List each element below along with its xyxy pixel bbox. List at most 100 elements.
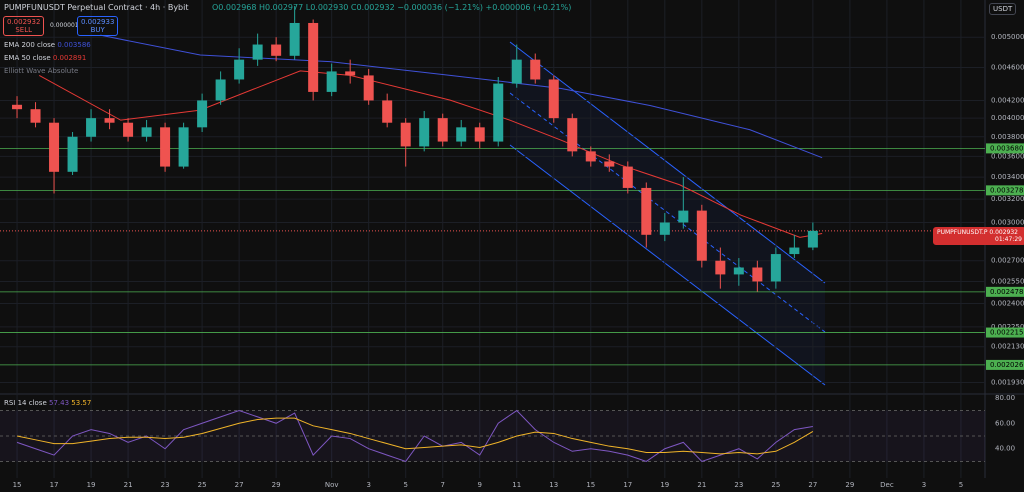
buy-button[interactable]: 0.002933 BUY	[77, 16, 119, 36]
level-label: 0.002215	[990, 329, 1023, 337]
candle-body	[770, 254, 781, 282]
y-tick-label: 0.003400	[991, 173, 1024, 181]
buy-price: 0.002933	[81, 18, 115, 26]
ema200-value: 0.003586	[57, 41, 91, 49]
candle-body	[252, 44, 263, 60]
x-tick-label: 7	[440, 481, 444, 489]
candle-body	[752, 267, 763, 282]
candle-body	[178, 127, 189, 167]
x-tick-label: 29	[845, 481, 854, 489]
candle-body	[678, 210, 689, 223]
y-tick-label: 0.004200	[991, 96, 1024, 104]
level-tag	[986, 185, 1024, 196]
sell-label: SELL	[15, 26, 33, 34]
symbol-title: PUMPFUNUSDT Perpetual Contract · 4h · By…	[4, 3, 189, 12]
candle-body	[400, 122, 411, 147]
rsi-line	[16, 409, 813, 463]
x-tick-label: 21	[124, 481, 133, 489]
x-tick-label: 19	[87, 481, 96, 489]
y-tick-label: 0.002250	[991, 323, 1024, 331]
candle-body	[456, 127, 467, 142]
x-tick-label: Dec	[880, 481, 894, 489]
candle-body	[86, 118, 97, 137]
candle-body	[123, 122, 134, 137]
candle-body	[789, 247, 800, 255]
x-tick-label: 25	[771, 481, 780, 489]
level-label: 0.002478	[990, 288, 1023, 296]
elliott-legend: Elliott Wave Absolute	[4, 67, 79, 75]
rsi-legend: RSI 14 close 57.43 53.57	[4, 399, 91, 407]
y-tick-label: 0.005000	[991, 33, 1024, 41]
x-tick-label: 15	[13, 481, 22, 489]
x-tick-label: 27	[808, 481, 817, 489]
ema200-label: EMA 200 close	[4, 41, 56, 49]
rsi-ma-value: 53.57	[71, 399, 92, 407]
ema200-legend: EMA 200 close 0.003586	[4, 41, 91, 49]
x-tick-label: Nov	[325, 481, 339, 489]
ohlc: O0.002968 H0.002977 L0.002930 C0.002932 …	[212, 3, 572, 12]
candle-body	[326, 71, 337, 92]
y-tick-label: 0.002130	[991, 343, 1024, 351]
y-tick-label: 60.00	[995, 419, 1015, 427]
y-tick-label: 40.00	[995, 445, 1015, 453]
candle-body	[419, 118, 430, 147]
candle-body	[345, 71, 356, 76]
candle-body	[715, 260, 726, 275]
candle-body	[160, 127, 171, 167]
candle-body	[363, 75, 374, 101]
level-label: 0.002026	[990, 361, 1024, 369]
y-tick-label: 0.004600	[991, 63, 1024, 71]
candle-body	[548, 79, 559, 119]
candle-body	[12, 104, 23, 110]
candle-body	[30, 109, 41, 123]
rsi-label: RSI 14 close	[4, 399, 47, 407]
ema50-value: 0.002891	[52, 54, 87, 62]
candle-body	[604, 161, 615, 167]
candle-body	[104, 118, 115, 123]
x-tick-label: 3	[922, 481, 926, 489]
price-tag: PUMPFUNUSDT.P 0.002932 01:47:29	[933, 227, 1024, 245]
x-tick-label: 5	[959, 481, 963, 489]
y-tick-label: 0.003200	[991, 195, 1024, 203]
x-tick-label: 19	[660, 481, 669, 489]
x-tick-label: 9	[477, 481, 481, 489]
y-tick-label: 0.003800	[991, 133, 1024, 141]
currency-select[interactable]: USDT	[989, 3, 1017, 15]
ema50-label: EMA 50 close	[4, 54, 51, 62]
candle-body	[641, 187, 652, 235]
candle-body	[659, 222, 670, 235]
level-label: 0.003278	[990, 186, 1023, 194]
level-tag	[986, 359, 1024, 370]
candle-body	[567, 118, 578, 152]
y-tick-label: 0.002550	[991, 277, 1024, 285]
level-label: 0.003680	[990, 144, 1023, 152]
x-tick-label: 17	[50, 481, 59, 489]
rsi-value: 57.43	[49, 399, 70, 407]
candle-body	[67, 136, 78, 172]
y-tick-label: 0.002400	[991, 299, 1024, 307]
x-tick-label: 23	[161, 481, 170, 489]
channel-fill	[510, 42, 825, 385]
candle-body	[474, 127, 485, 142]
x-tick-label: 23	[734, 481, 743, 489]
x-tick-label: 13	[549, 481, 558, 489]
sell-button[interactable]: 0.002932 SELL	[3, 16, 45, 36]
level-tag	[986, 286, 1024, 297]
candle-body	[585, 151, 596, 162]
price-tag-price: 0.002932	[989, 229, 1018, 236]
x-tick-label: 27	[235, 481, 244, 489]
rsi-line	[16, 417, 814, 455]
candle-body	[530, 59, 541, 80]
x-tick-label: 15	[586, 481, 595, 489]
y-tick-label: 0.001930	[991, 379, 1024, 387]
x-tick-label: 11	[512, 481, 521, 489]
level-tag	[986, 143, 1024, 154]
y-tick-label: 0.003000	[991, 219, 1024, 227]
x-tick-label: 21	[697, 481, 706, 489]
candle-body	[49, 122, 60, 172]
candle-body	[382, 100, 393, 123]
candle-body	[696, 210, 707, 261]
price-tag-timer: 01:47:29	[995, 236, 1022, 243]
level-tag	[986, 327, 1024, 338]
